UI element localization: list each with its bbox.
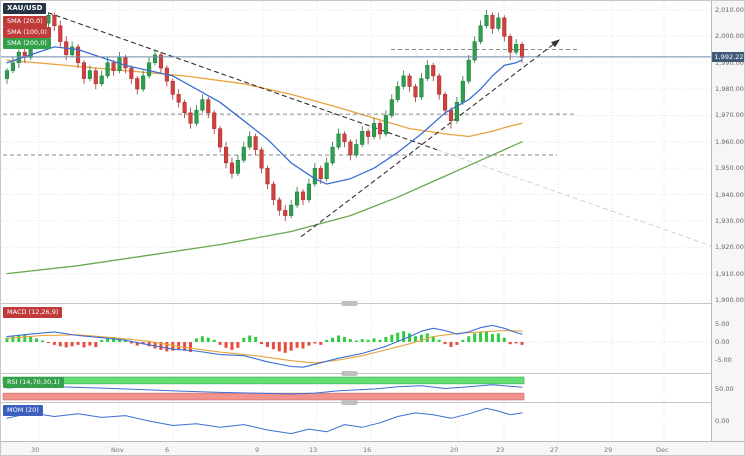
rsi-line (6, 384, 523, 395)
descending-resistance-trendline[interactable] (47, 12, 438, 151)
time-tick-label: 27 (550, 446, 559, 454)
macd-tick-label: 5.00 (715, 320, 730, 328)
time-axis[interactable]: 30 Nov 6 9 13 16 20 23 27 29 Dec (1, 441, 744, 455)
time-tick-label: Dec (656, 446, 669, 454)
trendline-arrowhead (551, 39, 561, 48)
price-tick-label: 1,970.00 (715, 111, 744, 120)
sma200-line (6, 141, 523, 275)
rsi-indicator-badge[interactable]: RSI (14,70,30,1) (3, 377, 64, 388)
price-tick-label: 1,940.00 (715, 190, 744, 199)
price-tick-label: 1,930.00 (715, 216, 744, 225)
macd-tick-label: 0.00 (715, 338, 730, 346)
mom-indicator-badge[interactable]: MOM (20) (3, 405, 43, 416)
symbol-badge[interactable]: XAU/USD (3, 3, 47, 14)
mom-line (6, 407, 523, 435)
time-tick-label: 30 (31, 446, 40, 454)
time-tick-label: Nov (111, 446, 124, 454)
price-axis[interactable]: 1,992.22 2,010.00 2,000.00 1,990.00 1,980.0… (711, 1, 744, 441)
sma200-indicator-badge[interactable]: SMA (200,0) (3, 38, 51, 49)
rsi-tick-label: 50.00 (715, 384, 734, 393)
price-tick-label: 1,910.00 (715, 269, 744, 278)
descending-extension-trendline[interactable] (436, 149, 745, 258)
ascending-support-trendline[interactable] (300, 41, 558, 238)
time-tick-label: 16 (363, 446, 372, 454)
price-tick-label: 1,990.00 (715, 58, 744, 67)
current-price-badge: 1,992.22 (712, 51, 744, 63)
price-tick-label: 2,000.00 (715, 32, 744, 41)
rsi-oversold-band (2, 392, 525, 401)
sma20-indicator-badge[interactable]: SMA (20,0) (3, 16, 47, 27)
price-tick-label: 1,980.00 (715, 85, 744, 94)
price-tick-label: 1,900.00 (715, 296, 744, 304)
panel-resize-handle[interactable] (341, 400, 358, 405)
candlestick-series (4, 10, 525, 221)
time-tick-label: 20 (450, 446, 459, 454)
price-tick-label: 1,920.00 (715, 243, 744, 252)
macd-histogram (5, 331, 524, 353)
time-tick-label: 13 (309, 446, 318, 454)
rsi-overbought-band (2, 376, 525, 385)
panel-resize-handle[interactable] (341, 371, 358, 376)
price-tick-label: 2,010.00 (715, 6, 744, 14)
sma20-line (6, 46, 523, 185)
macd-tick-label: -5.00 (715, 356, 732, 364)
macd-indicator-badge[interactable]: MACD (12,26,9) (3, 307, 63, 318)
time-tick-label: 29 (604, 446, 613, 454)
macd-line (6, 324, 523, 368)
time-tick-label: 6 (165, 446, 170, 454)
panel-resize-handle[interactable] (341, 301, 358, 306)
price-tick-label: 1,960.00 (715, 137, 744, 146)
mom-tick-label: 0.00 (715, 417, 730, 425)
price-tick-label: 1,950.00 (715, 164, 744, 173)
sma100-line (6, 59, 523, 138)
time-tick-label: 23 (496, 446, 505, 454)
macd-signal-line (6, 329, 523, 364)
sma100-indicator-badge[interactable]: SMA (100,0) (3, 27, 51, 38)
time-tick-label: 9 (255, 446, 260, 454)
